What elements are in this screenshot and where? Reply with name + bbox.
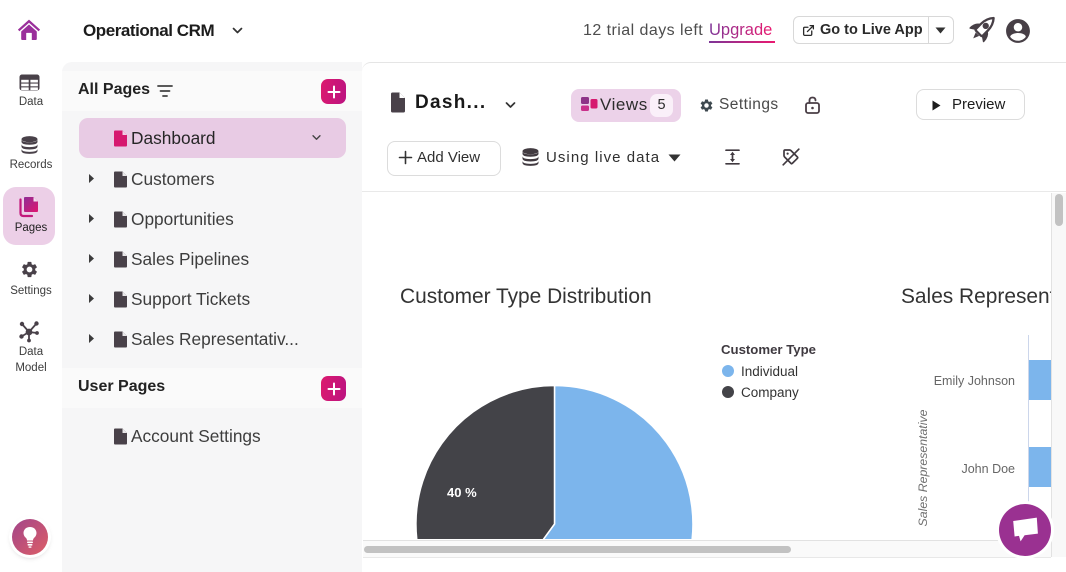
- svg-text:40 %: 40 %: [447, 485, 477, 500]
